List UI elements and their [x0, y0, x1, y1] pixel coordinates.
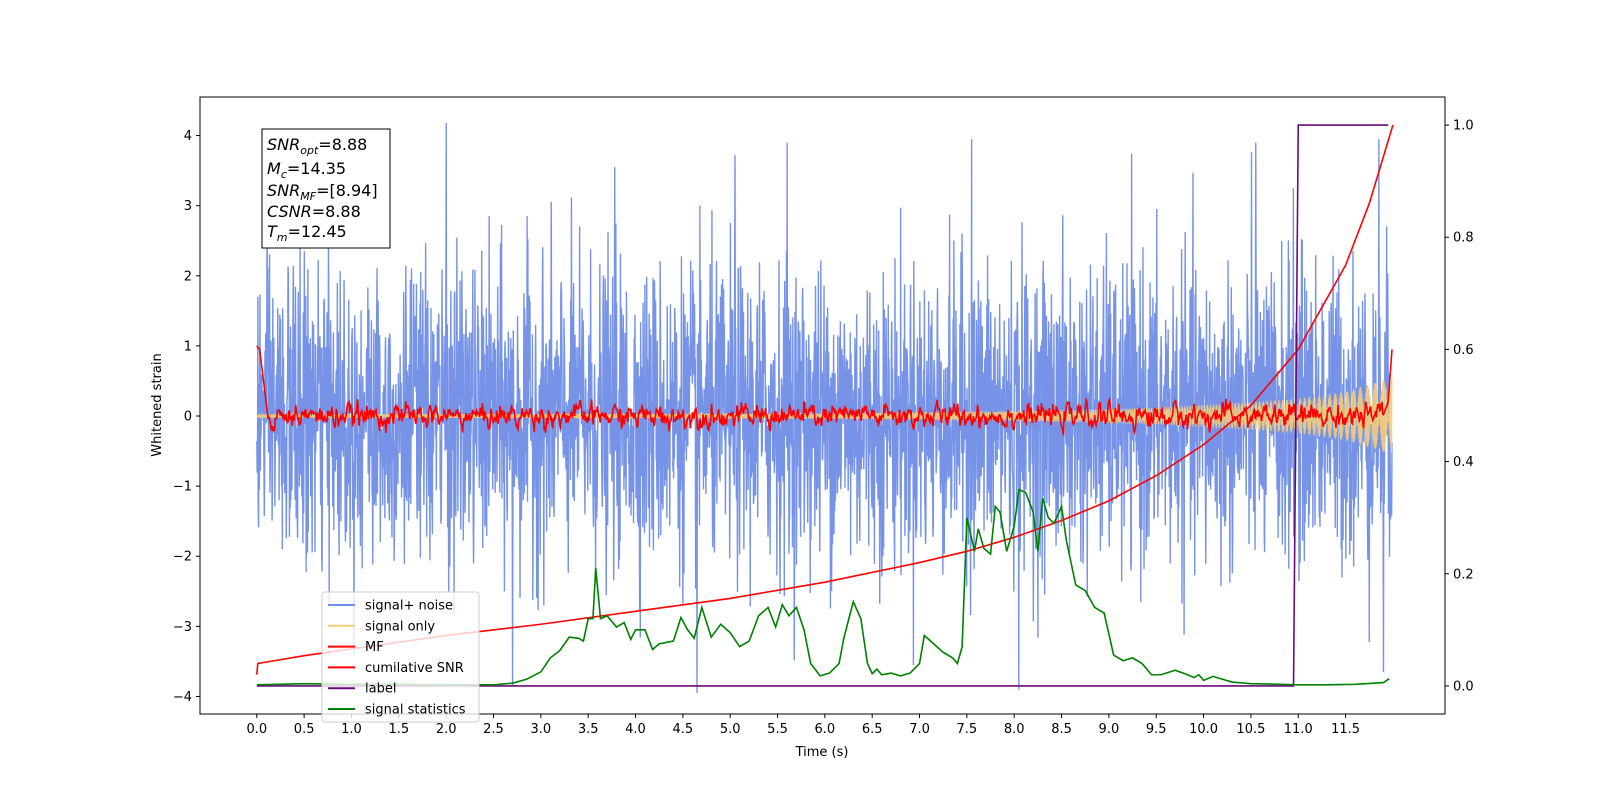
x-tick-label: 6.5	[862, 722, 883, 737]
legend-label: signal+ noise	[365, 599, 453, 614]
x-tick-label: 0.5	[294, 722, 315, 737]
tm-value: =12.45	[288, 222, 347, 241]
x-tick-label: 6.0	[815, 722, 836, 737]
annotation-frame	[261, 128, 391, 249]
y-tick-label: 2	[184, 269, 192, 284]
mc-base: M	[267, 159, 281, 178]
y-axis-label: Whitened strain	[150, 353, 165, 456]
y-tick-label: −3	[173, 620, 192, 635]
x-tick-label: 7.5	[957, 722, 978, 737]
legend-label: label	[365, 682, 396, 697]
x-tick-label: 5.5	[767, 722, 788, 737]
y-tick-label: −2	[173, 550, 192, 565]
series-signal-statistics	[256, 488, 1390, 686]
x-tick-label: 8.0	[1004, 722, 1025, 737]
y-tick-label: 1	[184, 339, 192, 354]
y-tick-label: 0	[184, 410, 192, 425]
x-tick-label: 9.0	[1099, 722, 1120, 737]
snr-mf-base: SNR	[267, 181, 300, 200]
annotation-csnr: CSNR=8.88	[267, 202, 361, 221]
x-tick-label: 2.0	[436, 722, 457, 737]
snr-opt-value: =8.88	[318, 135, 367, 154]
snr-opt-sub: opt	[300, 144, 319, 157]
y-right-tick-label: 0.2	[1453, 567, 1474, 582]
y-right-tick-label: 0.8	[1453, 231, 1474, 246]
annotation-snr-opt: SNRopt=8.88	[267, 135, 367, 157]
x-tick-label: 11.5	[1331, 722, 1360, 737]
y-tick-label: −4	[173, 690, 192, 705]
annotation-snr-mf: SNRMF=[8.94]	[267, 181, 378, 203]
legend-label: signal only	[365, 619, 435, 634]
tm-sub: m	[277, 231, 288, 244]
mc-sub: c	[281, 168, 287, 181]
x-tick-label: 5.0	[720, 722, 741, 737]
annotation-tm: Tm=12.45	[267, 222, 347, 244]
snr-opt-base: SNR	[267, 135, 300, 154]
x-tick-label: 1.0	[341, 722, 362, 737]
annotation-box: SNRopt=8.88 Mc=14.35 SNRMF=[8.94] CSNR=8…	[261, 128, 391, 249]
x-tick-label: 7.0	[909, 722, 930, 737]
series-mf	[256, 345, 1393, 436]
x-axis-label: Time (s)	[795, 745, 849, 760]
tm-base: T	[267, 222, 278, 241]
y-tick-label: 3	[184, 199, 192, 214]
x-tick-label: 3.5	[578, 722, 599, 737]
series-label	[256, 124, 1389, 687]
x-tick-label: 0.0	[246, 722, 267, 737]
y-right-tick-label: 1.0	[1453, 119, 1474, 134]
x-tick-label: 10.5	[1236, 722, 1265, 737]
legend: signal+ noise signal only MF cumilative SNR…	[321, 591, 480, 723]
annotation-mc: Mc=14.35	[267, 159, 346, 181]
plot-frame	[199, 96, 1446, 715]
legend-label: cumilative SNR	[365, 661, 464, 676]
legend-label: signal statistics	[365, 703, 466, 718]
y-right-tick-label: 0.0	[1453, 679, 1474, 694]
x-tick-label: 4.5	[673, 722, 694, 737]
axes-layer: 0.0 0.5 1.0 1.5 2.0 2.5 3.0 3.5 4.0 4.5 5.0 5.5 6.0 6…	[173, 119, 1474, 737]
snr-mf-sub: MF	[300, 190, 316, 203]
x-tick-label: 11.0	[1284, 722, 1313, 737]
csnr-base: CSNR	[267, 202, 312, 221]
snr-mf-value: =[8.94]	[316, 181, 378, 200]
x-tick-label: 10.0	[1189, 722, 1218, 737]
y-right-tick-label: 0.6	[1453, 343, 1474, 358]
x-tick-label: 1.5	[388, 722, 409, 737]
y-tick-label: −1	[173, 480, 192, 495]
y-right-tick-label: 0.4	[1453, 455, 1474, 470]
x-tick-label: 9.5	[1146, 722, 1167, 737]
x-tick-label: 4.0	[625, 722, 646, 737]
x-tick-label: 3.0	[530, 722, 551, 737]
y-tick-label: 4	[184, 129, 192, 144]
mc-value: =14.35	[287, 159, 346, 178]
x-tick-label: 2.5	[483, 722, 504, 737]
legend-frame	[321, 591, 480, 723]
series-signal-noise	[256, 122, 1393, 693]
csnr-value: =8.88	[312, 202, 361, 221]
x-tick-label: 8.5	[1051, 722, 1072, 737]
legend-label: MF	[365, 640, 384, 655]
